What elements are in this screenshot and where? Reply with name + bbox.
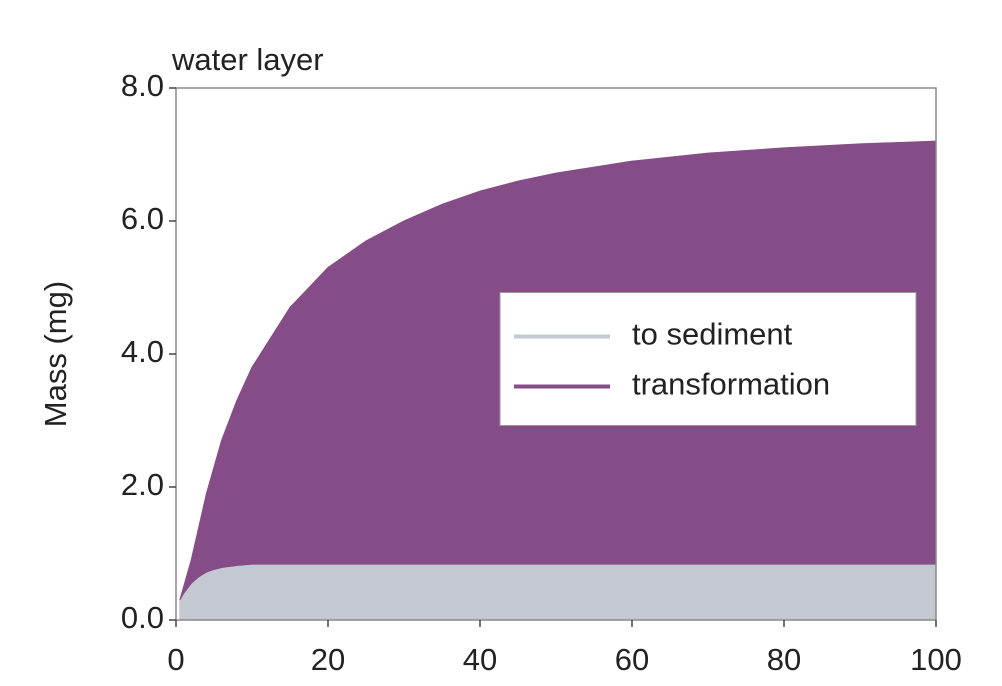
legend-label: to sediment bbox=[632, 317, 793, 352]
area bbox=[179, 563, 937, 621]
x-tick-label: 0 bbox=[167, 642, 184, 677]
y-tick-label: 8.0 bbox=[121, 68, 164, 103]
x-tick-label: 80 bbox=[767, 642, 801, 677]
chart-title: water layer bbox=[171, 42, 324, 77]
x-tick-label: 60 bbox=[615, 642, 649, 677]
y-tick-label: 4.0 bbox=[121, 334, 164, 369]
y-tick-label: 0.0 bbox=[121, 600, 164, 635]
x-tick-label: 20 bbox=[311, 642, 345, 677]
x-tick-label: 40 bbox=[463, 642, 497, 677]
y-tick-label: 6.0 bbox=[121, 201, 164, 236]
legend-label: transformation bbox=[632, 367, 830, 402]
y-tick-label: 2.0 bbox=[121, 467, 164, 502]
y-axis-label: Mass (mg) bbox=[38, 281, 73, 427]
x-tick-label: 100 bbox=[910, 642, 962, 677]
legend-box bbox=[499, 292, 917, 426]
